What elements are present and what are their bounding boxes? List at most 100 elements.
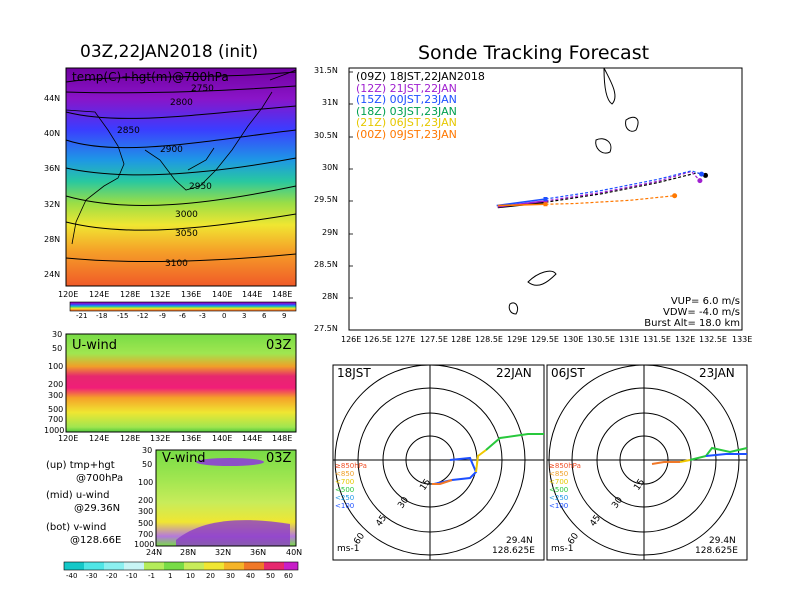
wind-colorbar-label: 30 (226, 572, 235, 580)
temp-colorbar-label: -12 (137, 312, 149, 320)
p-tick: 30 (52, 330, 63, 339)
track-lon-tick: 127.5E (420, 335, 448, 344)
wind-colorbar-label: -20 (106, 572, 118, 580)
temp-colorbar-label: -3 (199, 312, 206, 320)
hodo-legend-item: <500 (549, 486, 569, 494)
uwind-time: 03Z (266, 338, 292, 353)
track-lon-tick: 129.5E (531, 335, 559, 344)
lat-tick: 32N (44, 200, 61, 209)
p-tick: 200 (48, 380, 64, 389)
temp-map-fill (66, 68, 296, 286)
track-ascent (497, 203, 546, 207)
lon-tick: 144E (242, 434, 263, 443)
track-lon-tick: 130E (563, 335, 584, 344)
lat-tick: 40N (44, 129, 61, 138)
hodo2-date: 23JAN (699, 366, 735, 380)
hodo-legend-item: <850 (549, 470, 569, 478)
temp-map-subtitle: temp(C)+hgt(m)@700hPa (72, 70, 229, 84)
contour-label: 3100 (165, 259, 188, 269)
legend-bot: (bot) v-wind (46, 522, 107, 533)
lat-tick: 44N (44, 94, 61, 103)
track-ascent (496, 198, 546, 207)
hodo-legend-item: <100 (549, 502, 569, 510)
lon-tick: 140E (212, 290, 233, 299)
param-burst: Burst Alt= 18.0 km (644, 318, 740, 329)
lon-tick: 124E (89, 290, 110, 299)
legend-mid-lat: @29.36N (74, 503, 121, 514)
vwind-title: V-wind (162, 451, 206, 466)
track-descent (545, 170, 702, 200)
p-tick: 500 (48, 405, 64, 414)
hodo1-date: 22JAN (496, 366, 532, 380)
track-lat-tick: 31N (322, 98, 339, 107)
burst-point (543, 197, 548, 201)
contour-label: 2750 (191, 84, 214, 94)
hodo1-lon: 128.625E (492, 546, 535, 556)
lat-tick: 40N (286, 548, 303, 557)
hodo2-time: 06JST (551, 366, 585, 380)
wind-colorbar-label: -40 (66, 572, 78, 580)
uwind-title: U-wind (72, 338, 117, 353)
p-tick: 100 (48, 362, 64, 371)
wind-colorbar-label: 20 (206, 572, 215, 580)
hodo-legend-item: <250 (549, 494, 569, 502)
hodo-legend-item: <100 (335, 502, 355, 510)
p-tick: 1000 (134, 540, 155, 549)
param-vup: VUP= 6.0 m/s (670, 296, 740, 307)
legend-up: (up) tmp+hgt (46, 460, 115, 471)
launch-entry: (15Z) 00JST,23JAN (356, 93, 457, 106)
hodo2-unit: ms-1 (551, 544, 574, 554)
lon-tick: 144E (242, 290, 263, 299)
lon-tick: 124E (89, 434, 110, 443)
track-lon-tick: 132E (675, 335, 696, 344)
track-lon-tick: 132.5E (699, 335, 727, 344)
track-lat-tick: 29.5N (314, 195, 338, 204)
legend-bot-lon: @128.66E (70, 535, 122, 546)
p-tick: 300 (48, 391, 64, 400)
track-descent (545, 170, 701, 202)
lat-tick: 28N (180, 548, 197, 557)
temp-map-frame (65, 67, 297, 287)
track-lines (496, 170, 709, 209)
launch-legend: (09Z) 18JST,22JAN2018 (12Z) 21JST,22JAN … (356, 71, 485, 140)
hodo1-time: 18JST (337, 366, 371, 380)
p-tick: 300 (138, 507, 154, 516)
track-lon-tick: 131.5E (643, 335, 671, 344)
hodograph-1 (332, 364, 545, 561)
track-lon-tick: 126E (341, 335, 362, 344)
vwind-purple-band (176, 520, 290, 546)
landing-point (672, 193, 678, 199)
temp-colorbar (70, 302, 296, 311)
p-tick: 500 (138, 519, 154, 528)
lon-tick: 128E (120, 434, 141, 443)
p-tick: 700 (48, 415, 64, 424)
p-tick: 50 (52, 344, 63, 353)
lon-tick: 140E (212, 434, 233, 443)
contour-label: 2950 (189, 182, 212, 192)
hodo2-legend: ≥850hPa <850 <700 <500 <250 <100 (549, 462, 581, 510)
temp-colorbar-label: 9 (282, 312, 287, 320)
track-frame (348, 67, 743, 331)
p-tick: 700 (138, 530, 154, 539)
temp-colorbar-label: -15 (117, 312, 129, 320)
hodo2-lat: 29.4N (709, 536, 736, 546)
track-lon-tick: 128.5E (475, 335, 503, 344)
landing-point (697, 178, 703, 184)
track-lon-tick: 129E (507, 335, 528, 344)
lat-tick: 36N (250, 548, 267, 557)
lon-tick: 128E (120, 290, 141, 299)
vwind-time: 03Z (266, 451, 292, 466)
hodograph-1-line (433, 456, 478, 485)
height-contours (65, 71, 297, 262)
track-lat-tick: 31.5N (314, 66, 338, 75)
track-lat-tick: 30.5N (314, 131, 338, 140)
launch-entry: (12Z) 21JST,22JAN (356, 81, 457, 95)
temp-colorbar-label: 0 (222, 312, 227, 320)
lon-tick: 132E (150, 290, 171, 299)
lon-tick: 136E (181, 434, 202, 443)
hodo-legend-item: <500 (335, 486, 355, 494)
hodo1-lat: 29.4N (506, 536, 533, 546)
lat-tick: 32N (215, 548, 232, 557)
p-tick: 50 (142, 460, 153, 469)
